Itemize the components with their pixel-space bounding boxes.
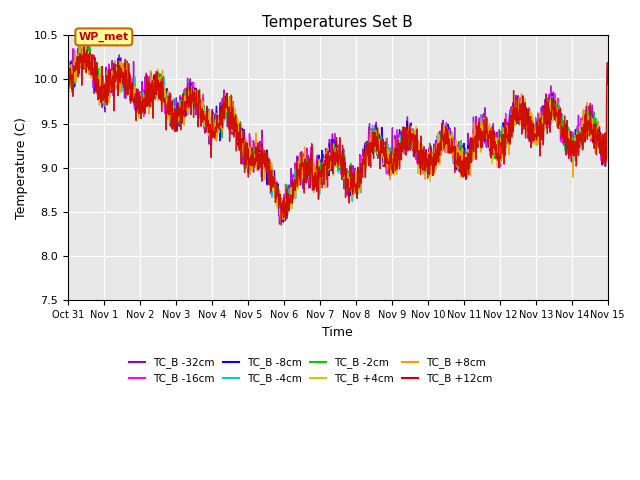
TC_B -2cm	[422, 157, 430, 163]
TC_B +4cm	[184, 96, 192, 102]
TC_B -2cm	[172, 109, 179, 115]
TC_B +4cm	[604, 80, 612, 86]
TC_B -2cm	[245, 162, 253, 168]
Line: TC_B -32cm: TC_B -32cm	[68, 35, 608, 224]
TC_B -4cm	[493, 148, 500, 154]
TC_B -2cm	[184, 102, 192, 108]
TC_B -8cm	[604, 142, 612, 147]
TC_B +12cm	[80, 45, 88, 50]
TC_B -8cm	[245, 160, 253, 166]
TC_B -16cm	[541, 115, 548, 121]
Line: TC_B +4cm: TC_B +4cm	[68, 46, 608, 220]
TC_B -16cm	[184, 96, 192, 102]
TC_B +8cm	[64, 60, 72, 66]
TC_B -8cm	[422, 155, 430, 160]
TC_B -32cm	[493, 142, 500, 147]
TC_B -16cm	[280, 218, 287, 224]
TC_B -32cm	[422, 167, 430, 173]
TC_B -4cm	[541, 119, 548, 125]
TC_B +4cm	[541, 113, 548, 119]
TC_B +4cm	[172, 123, 179, 129]
TC_B -2cm	[76, 43, 83, 49]
TC_B +4cm	[493, 145, 500, 151]
Line: TC_B -16cm: TC_B -16cm	[68, 48, 608, 221]
TC_B -32cm	[541, 112, 548, 118]
TC_B -16cm	[422, 159, 430, 165]
TC_B -4cm	[82, 41, 90, 47]
TC_B -16cm	[172, 118, 179, 124]
TC_B -32cm	[276, 221, 284, 227]
TC_B -16cm	[245, 170, 253, 176]
TC_B -32cm	[64, 67, 72, 73]
X-axis label: Time: Time	[323, 325, 353, 338]
TC_B +12cm	[493, 150, 500, 156]
TC_B +4cm	[422, 159, 430, 165]
TC_B -4cm	[604, 154, 612, 159]
TC_B -2cm	[276, 214, 284, 219]
TC_B -8cm	[493, 150, 500, 156]
TC_B +8cm	[493, 157, 500, 163]
TC_B -8cm	[81, 44, 88, 50]
TC_B +4cm	[82, 43, 90, 48]
TC_B +8cm	[245, 162, 253, 168]
Line: TC_B +12cm: TC_B +12cm	[68, 48, 608, 225]
TC_B -32cm	[83, 32, 91, 38]
TC_B +12cm	[604, 81, 612, 87]
TC_B +12cm	[245, 165, 253, 171]
TC_B -4cm	[245, 155, 253, 161]
TC_B -4cm	[64, 71, 72, 76]
TC_B -4cm	[422, 154, 430, 159]
TC_B -2cm	[604, 150, 612, 156]
Line: TC_B +8cm: TC_B +8cm	[68, 40, 608, 219]
TC_B -32cm	[172, 117, 179, 122]
TC_B -32cm	[245, 163, 253, 168]
Line: TC_B -4cm: TC_B -4cm	[68, 44, 608, 217]
TC_B +8cm	[184, 96, 192, 102]
TC_B +8cm	[279, 216, 287, 222]
TC_B -4cm	[172, 115, 179, 120]
TC_B +12cm	[422, 146, 430, 152]
TC_B -8cm	[541, 116, 548, 122]
TC_B -16cm	[79, 45, 86, 51]
TC_B +8cm	[79, 37, 87, 43]
Title: Temperatures Set B: Temperatures Set B	[262, 15, 413, 30]
TC_B -32cm	[184, 93, 192, 99]
Legend: TC_B -32cm, TC_B -16cm, TC_B -8cm, TC_B -4cm, TC_B -2cm, TC_B +4cm, TC_B +8cm, T: TC_B -32cm, TC_B -16cm, TC_B -8cm, TC_B …	[125, 353, 497, 389]
TC_B -8cm	[280, 219, 287, 225]
Y-axis label: Temperature (C): Temperature (C)	[15, 117, 28, 219]
TC_B +8cm	[422, 163, 430, 168]
TC_B -32cm	[604, 146, 612, 152]
TC_B -2cm	[493, 152, 500, 157]
Line: TC_B -8cm: TC_B -8cm	[68, 47, 608, 222]
TC_B -8cm	[64, 73, 72, 79]
TC_B -8cm	[172, 113, 179, 119]
TC_B +12cm	[172, 128, 179, 133]
Text: WP_met: WP_met	[79, 32, 129, 42]
TC_B -4cm	[280, 214, 287, 220]
TC_B -16cm	[604, 147, 612, 153]
TC_B +4cm	[245, 158, 253, 164]
Line: TC_B -2cm: TC_B -2cm	[68, 46, 608, 216]
TC_B +12cm	[184, 105, 192, 110]
TC_B +8cm	[172, 122, 179, 128]
TC_B -4cm	[184, 94, 192, 99]
TC_B -8cm	[184, 99, 192, 105]
TC_B +12cm	[64, 62, 72, 68]
TC_B -2cm	[541, 113, 548, 119]
TC_B -16cm	[493, 145, 500, 151]
TC_B +8cm	[604, 69, 612, 75]
TC_B +8cm	[541, 122, 548, 128]
TC_B -2cm	[64, 70, 72, 76]
TC_B -16cm	[64, 79, 72, 84]
TC_B +4cm	[64, 63, 72, 69]
TC_B +4cm	[281, 217, 289, 223]
TC_B +12cm	[278, 222, 285, 228]
TC_B +12cm	[541, 111, 548, 117]
